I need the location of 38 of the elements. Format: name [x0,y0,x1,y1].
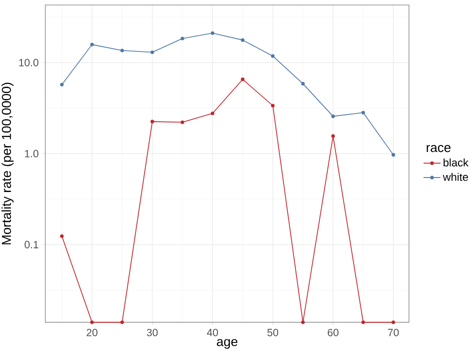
point [150,120,154,124]
point [301,320,305,324]
x-tick-label: 20 [86,328,98,336]
point [271,104,275,108]
point [60,234,64,238]
x-tick-label: 30 [146,328,158,336]
point [90,42,94,46]
x-axis-title: age [216,339,238,349]
point [90,320,94,324]
x-tick-label: 70 [388,328,399,336]
legend-label: white [442,172,468,181]
point [210,112,214,116]
point [120,48,124,52]
x-tick-label: 50 [267,328,278,336]
legend-title: race [426,145,451,152]
y-axis-title: Mortality rate (per 100,0000) [2,82,14,244]
point [392,320,396,324]
point [331,114,335,118]
x-tick-label: 60 [328,328,338,336]
point [240,78,244,82]
point [361,110,365,114]
point [240,38,244,42]
point [301,82,305,86]
point [392,153,396,157]
point [60,82,64,86]
y-tick-label: 0.1 [24,240,38,248]
point [180,120,184,124]
legend-label: black [444,158,468,166]
point [150,50,154,54]
y-tick-label: 1.0 [25,150,38,158]
point [180,36,184,40]
y-tick-label: 10.0 [19,58,38,66]
x-tick-label: 40 [206,328,218,336]
point [331,134,335,138]
point [210,31,214,35]
point [271,54,275,58]
point [120,320,124,324]
point [361,320,365,324]
